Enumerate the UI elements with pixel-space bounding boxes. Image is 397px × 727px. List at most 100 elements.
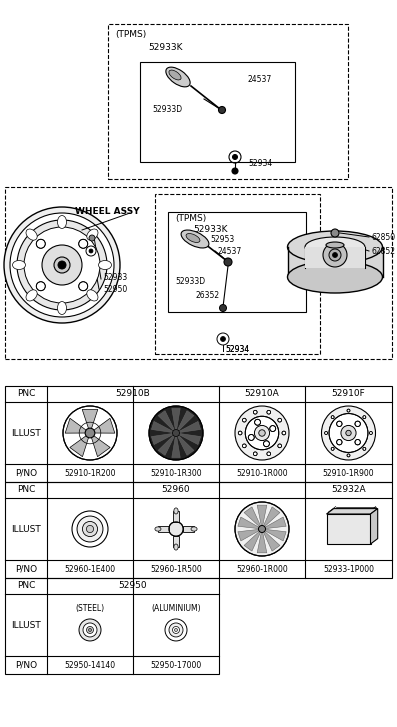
Polygon shape: [172, 437, 180, 457]
Polygon shape: [244, 531, 260, 551]
Circle shape: [325, 432, 328, 435]
Ellipse shape: [174, 508, 178, 514]
Circle shape: [282, 431, 286, 435]
Circle shape: [235, 406, 289, 460]
Bar: [155, 194, 320, 354]
Text: 52960-1R500: 52960-1R500: [150, 564, 202, 574]
Circle shape: [337, 421, 342, 427]
Bar: [5, 386, 392, 482]
Circle shape: [347, 454, 350, 457]
Circle shape: [329, 249, 341, 261]
Circle shape: [355, 439, 360, 445]
Circle shape: [278, 444, 281, 448]
Text: 52910-1R300: 52910-1R300: [150, 468, 202, 478]
Circle shape: [333, 252, 337, 257]
Polygon shape: [91, 435, 110, 457]
Circle shape: [218, 106, 225, 113]
Circle shape: [85, 428, 95, 438]
Circle shape: [54, 257, 70, 273]
Circle shape: [254, 419, 260, 425]
Circle shape: [346, 430, 351, 435]
Text: WHEEL ASSY: WHEEL ASSY: [75, 206, 140, 215]
Polygon shape: [65, 418, 87, 433]
Bar: [305, 247, 365, 268]
Polygon shape: [265, 529, 286, 541]
Text: 52910B: 52910B: [116, 390, 150, 398]
Text: 52910-1R200: 52910-1R200: [64, 468, 116, 478]
Ellipse shape: [87, 229, 98, 240]
Circle shape: [42, 245, 82, 285]
Ellipse shape: [87, 290, 98, 301]
Ellipse shape: [287, 231, 382, 263]
Circle shape: [253, 452, 257, 456]
Circle shape: [331, 447, 334, 450]
Polygon shape: [93, 418, 115, 433]
Text: 52950-14140: 52950-14140: [64, 661, 116, 670]
Ellipse shape: [98, 260, 112, 270]
Text: P/NO: P/NO: [15, 661, 37, 670]
Circle shape: [363, 416, 366, 419]
Text: 52910A: 52910A: [245, 390, 279, 398]
Text: 52960: 52960: [162, 486, 190, 494]
Circle shape: [235, 502, 289, 556]
Circle shape: [79, 619, 101, 641]
Text: ILLUST: ILLUST: [11, 428, 41, 438]
Circle shape: [270, 425, 276, 432]
Ellipse shape: [155, 527, 161, 531]
Polygon shape: [326, 509, 378, 514]
Text: PNC: PNC: [17, 390, 35, 398]
Text: (TPMS): (TPMS): [115, 30, 146, 39]
Polygon shape: [257, 505, 267, 526]
Circle shape: [248, 435, 254, 441]
Polygon shape: [173, 536, 179, 547]
Circle shape: [238, 431, 242, 435]
Text: 52950-17000: 52950-17000: [150, 661, 202, 670]
Circle shape: [173, 627, 179, 633]
Circle shape: [363, 447, 366, 450]
Polygon shape: [244, 507, 260, 526]
Ellipse shape: [191, 527, 197, 531]
Text: 24537: 24537: [248, 74, 272, 84]
Text: 52960-1R000: 52960-1R000: [236, 564, 288, 574]
Ellipse shape: [181, 230, 209, 248]
Circle shape: [245, 417, 279, 450]
Circle shape: [323, 243, 347, 267]
Text: P/NO: P/NO: [15, 468, 37, 478]
Circle shape: [10, 213, 114, 317]
Circle shape: [233, 155, 237, 159]
Circle shape: [264, 441, 270, 446]
Polygon shape: [238, 529, 259, 541]
Circle shape: [331, 229, 339, 237]
Text: 52932A: 52932A: [331, 486, 366, 494]
Polygon shape: [172, 409, 180, 429]
Circle shape: [322, 406, 376, 460]
Text: 52933K: 52933K: [148, 42, 183, 52]
Bar: [5, 578, 219, 674]
Circle shape: [83, 623, 97, 637]
Circle shape: [87, 627, 94, 633]
Text: P/NO: P/NO: [15, 564, 37, 574]
Circle shape: [169, 623, 183, 637]
Bar: [5, 482, 392, 578]
Text: (STEEL): (STEEL): [75, 603, 104, 613]
Polygon shape: [183, 526, 194, 532]
Polygon shape: [178, 411, 194, 430]
Polygon shape: [151, 422, 173, 433]
Circle shape: [58, 261, 66, 269]
Text: 52950: 52950: [119, 582, 147, 590]
Circle shape: [36, 282, 45, 291]
Circle shape: [172, 430, 179, 436]
Text: ILLUST: ILLUST: [11, 621, 41, 630]
Circle shape: [331, 416, 334, 419]
Circle shape: [253, 410, 257, 414]
Circle shape: [165, 619, 187, 641]
Text: 52933D: 52933D: [152, 105, 182, 114]
Bar: [168, 212, 306, 312]
Text: 52910-1R000: 52910-1R000: [236, 468, 288, 478]
Text: 52960-1E400: 52960-1E400: [64, 564, 116, 574]
Circle shape: [329, 414, 368, 452]
Text: PNC: PNC: [17, 582, 35, 590]
Text: 52950: 52950: [103, 284, 127, 294]
Ellipse shape: [287, 261, 382, 293]
Circle shape: [278, 418, 281, 422]
